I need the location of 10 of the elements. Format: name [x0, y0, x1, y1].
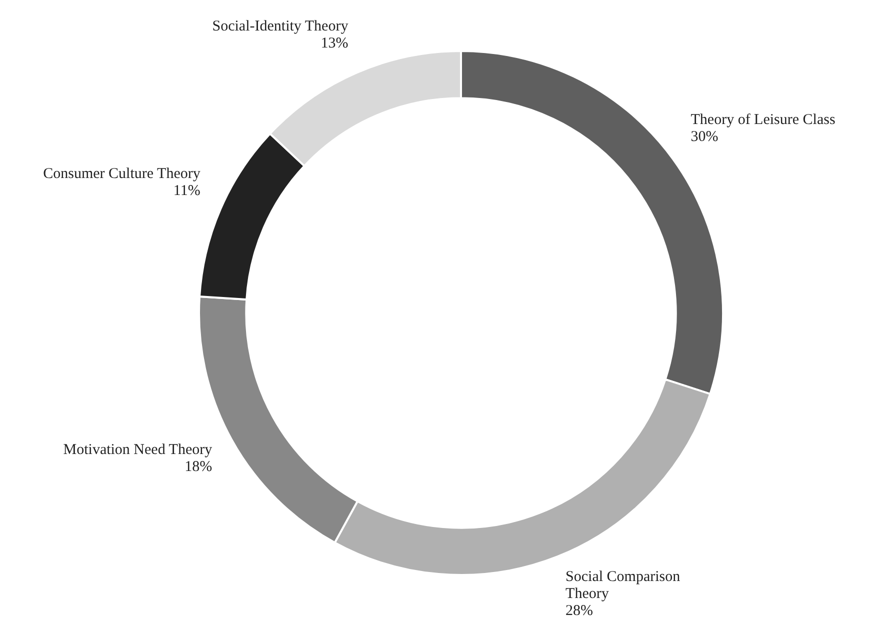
slice-label: Motivation Need Theory — [63, 442, 213, 458]
slice-label: Social-Identity Theory — [212, 18, 349, 34]
slice-label: Social Comparison Theory — [566, 569, 681, 602]
data-label: 18% — [184, 458, 212, 475]
data-label: 30% — [690, 129, 718, 146]
slice-label: Consumer Culture Theory — [43, 166, 201, 182]
data-label: 11% — [173, 183, 200, 200]
data-label: 28% — [566, 603, 594, 620]
data-label: 13% — [320, 35, 348, 52]
slice-label: Theory of Leisure Class — [690, 112, 836, 128]
